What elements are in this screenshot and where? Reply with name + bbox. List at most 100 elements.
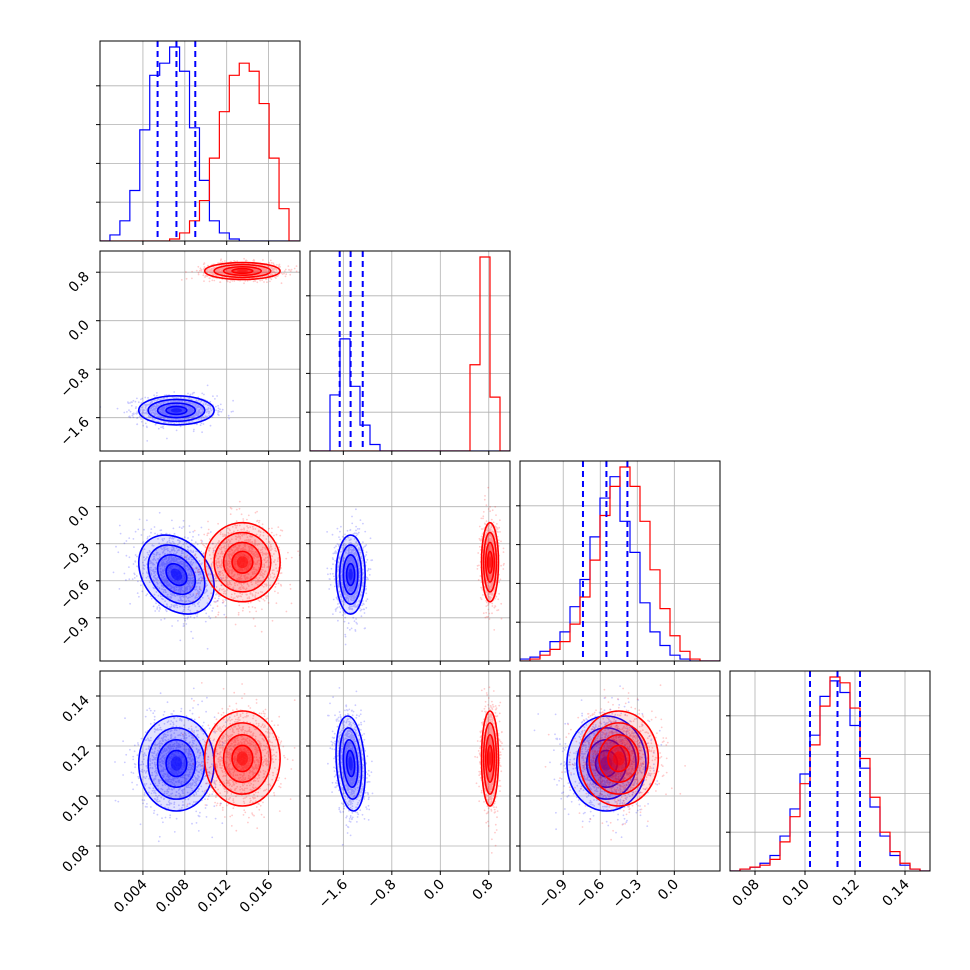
scatter-point [127, 402, 130, 405]
scatter-point [165, 557, 167, 560]
scatter-point [185, 595, 188, 598]
scatter-point [153, 394, 156, 397]
scatter-point [250, 563, 253, 565]
scatter-point [230, 554, 233, 557]
scatter-point [191, 411, 193, 414]
scatter-point [220, 546, 223, 549]
scatter-point [351, 548, 354, 551]
scatter-point [265, 271, 268, 274]
scatter-point [206, 408, 208, 411]
scatter-point [155, 577, 158, 580]
scatter-point [218, 540, 220, 542]
scatter-point [216, 268, 219, 271]
scatter-point [217, 272, 220, 274]
scatter-point [128, 409, 130, 411]
scatter-point [202, 543, 204, 546]
scatter-point [214, 545, 217, 548]
scatter-point [246, 577, 249, 580]
scatter-point [199, 588, 202, 591]
scatter-point [269, 573, 271, 576]
scatter-point [277, 274, 279, 277]
scatter-point [212, 268, 214, 270]
scatter-point [337, 576, 340, 578]
scatter-point [197, 405, 199, 408]
scatter-point [149, 569, 152, 571]
scatter-point [145, 404, 148, 407]
scatter-point [261, 272, 263, 275]
scatter-point [253, 552, 255, 555]
scatter-point [170, 585, 173, 588]
scatter-point [265, 271, 267, 273]
scatter-point [183, 576, 186, 579]
scatter-point [257, 543, 260, 545]
scatter-point [228, 269, 231, 272]
scatter-point [146, 551, 149, 554]
scatter-point [181, 409, 184, 412]
y-tick-label: −0.9 [57, 614, 92, 649]
scatter-point [149, 410, 152, 412]
scatter-point [224, 260, 226, 262]
scatter-point [247, 557, 250, 559]
scatter-point [347, 559, 350, 562]
scatter-point [263, 270, 266, 273]
scatter-point [163, 549, 166, 551]
scatter-point [228, 581, 231, 583]
scatter-point [246, 536, 249, 539]
scatter-point [201, 408, 204, 410]
scatter-point [230, 271, 232, 274]
scatter-point [206, 408, 209, 411]
scatter-point [341, 567, 343, 569]
scatter-point [332, 613, 334, 615]
scatter-point [208, 411, 211, 413]
scatter-point [157, 594, 160, 597]
scatter-point [199, 573, 202, 576]
scatter-point [175, 581, 178, 584]
scatter-point [274, 276, 276, 279]
scatter-point [218, 574, 221, 576]
scatter-point [226, 280, 229, 283]
scatter-point [228, 541, 231, 543]
scatter-point [246, 279, 249, 282]
scatter-point [259, 273, 262, 275]
scatter-point [199, 407, 202, 410]
scatter-point [208, 404, 211, 407]
scatter-point [125, 540, 128, 542]
scatter-point [178, 568, 180, 571]
scatter-point [162, 564, 164, 566]
scatter-point [264, 570, 267, 573]
scatter-point [226, 280, 229, 282]
scatter-point [150, 566, 152, 569]
scatter-point [347, 601, 350, 603]
scatter-point [242, 533, 244, 536]
scatter-point [254, 551, 257, 553]
scatter-point [183, 418, 186, 421]
scatter-point [215, 269, 218, 272]
scatter-point [241, 569, 244, 572]
scatter-point [271, 271, 274, 274]
scatter-point [192, 391, 195, 394]
scatter-point [351, 586, 354, 589]
scatter-point [185, 414, 188, 416]
scatter-point [176, 551, 178, 554]
scatter-point [139, 409, 142, 412]
scatter-point [123, 411, 126, 414]
scatter-point [200, 422, 203, 425]
scatter-point [156, 404, 159, 407]
scatter-point [162, 539, 164, 542]
scatter-point [265, 270, 268, 273]
scatter-point [184, 564, 186, 566]
scatter-point [243, 568, 246, 570]
scatter-point [176, 581, 178, 583]
scatter-point [172, 548, 175, 551]
scatter-point [157, 398, 160, 401]
scatter-point [267, 265, 270, 268]
scatter-point [219, 403, 222, 406]
scatter-point [193, 409, 195, 412]
scatter-point [220, 566, 223, 569]
scatter-point [250, 551, 253, 554]
scatter-point [171, 625, 174, 627]
scatter-point [270, 261, 273, 264]
scatter-point [266, 271, 268, 274]
scatter-point [220, 564, 223, 567]
scatter-point [163, 547, 166, 550]
